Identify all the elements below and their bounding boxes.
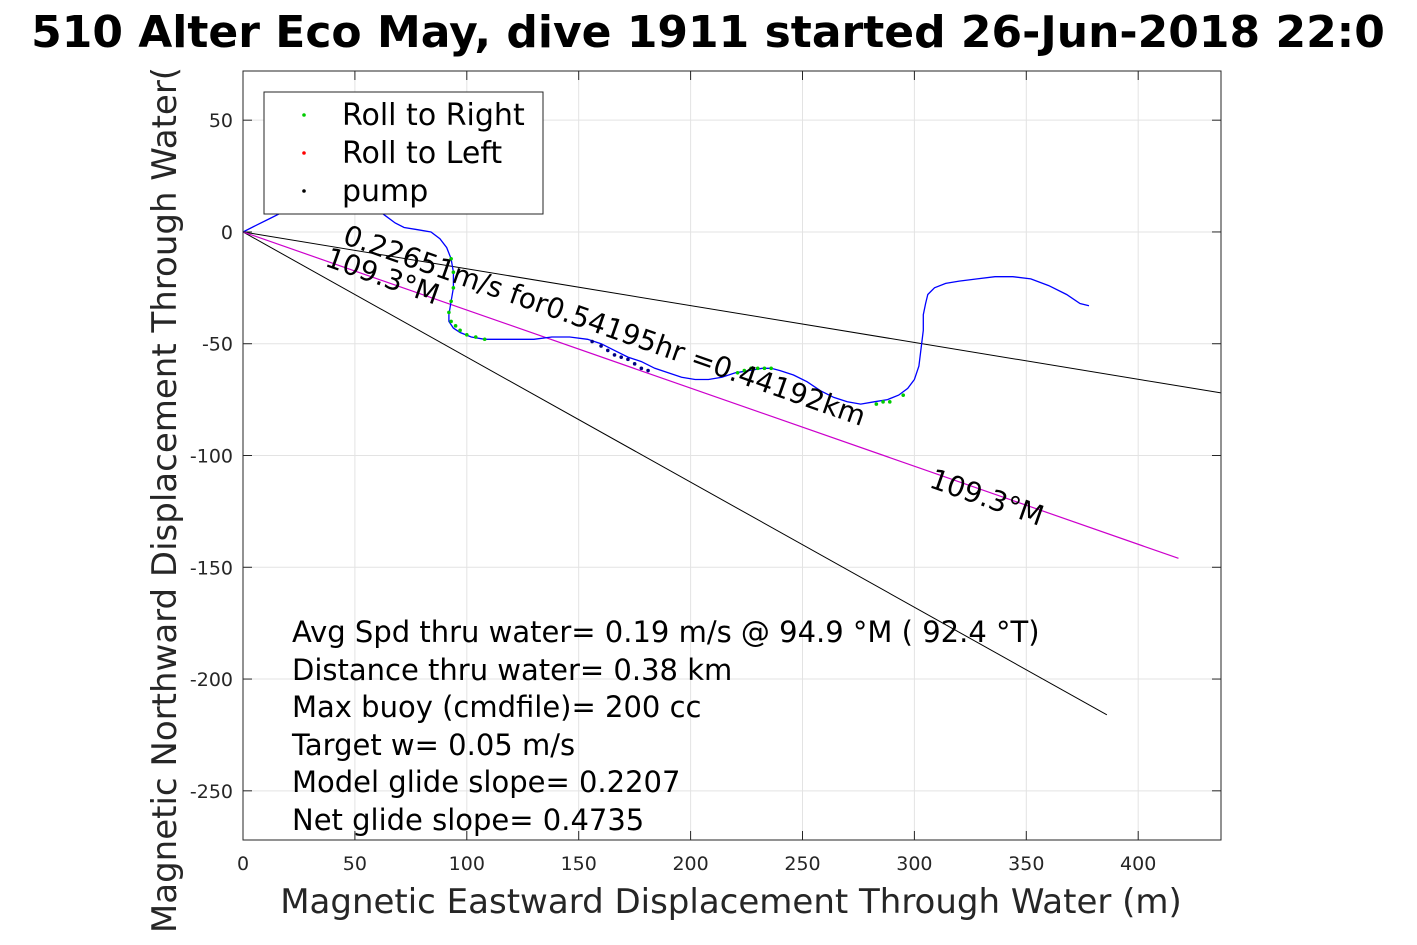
roll-right-point	[901, 393, 906, 397]
x-tick-label: 150	[561, 853, 597, 875]
reference-line-2	[243, 231, 1179, 559]
roll-right-point	[762, 366, 767, 371]
chart-title: 510 Alter Eco May, dive 1911 started 26-…	[31, 7, 1385, 58]
roll-right-point	[874, 402, 879, 406]
pump-point	[605, 348, 610, 353]
y-tick-label: 50	[209, 110, 233, 132]
y-tick-label: -200	[190, 669, 233, 691]
y-tick-label: -250	[190, 781, 233, 803]
x-axis-label: Magnetic Eastward Displacement Through W…	[280, 882, 1182, 922]
pump-point	[590, 339, 594, 344]
x-tick-label: 0	[237, 853, 249, 875]
legend-label-roll-right: Roll to Right	[342, 98, 525, 133]
x-tick-label: 100	[449, 853, 485, 875]
pump-point	[646, 368, 650, 373]
x-tick-label: 200	[672, 853, 708, 875]
roll-right-point	[735, 370, 740, 375]
roll-right-point	[769, 366, 773, 371]
roll-right-point	[464, 332, 469, 337]
stat-avg-speed: Avg Spd thru water= 0.19 m/s @ 94.9 °M (…	[292, 615, 1040, 649]
legend-marker-roll-left	[302, 151, 306, 155]
reference-lines	[243, 231, 1221, 716]
reference-line-0	[243, 231, 1221, 394]
pump-point	[612, 353, 617, 357]
legend-label-pump: pump	[342, 174, 428, 209]
stat-net-glide: Net glide slope= 0.4735	[292, 803, 644, 837]
glider-track-line	[243, 191, 1090, 405]
x-tick-label: 400	[1120, 853, 1156, 875]
roll-right-point	[449, 299, 453, 304]
axis-ticks: 0 50 100 150 200 250 300 350 400 50 0 -50 -100 -150 -2…	[190, 71, 1221, 875]
legend-label-roll-left: Roll to Left	[342, 136, 502, 171]
stat-distance: Distance thru water= 0.38 km	[292, 653, 732, 687]
roll-right-point	[473, 335, 478, 339]
y-tick-label: 0	[221, 222, 233, 244]
x-tick-label: 350	[1008, 853, 1044, 875]
stats-block: Avg Spd thru water= 0.19 m/s @ 94.9 °M (…	[291, 615, 1040, 837]
stat-max-buoy: Max buoy (cmdfile)= 200 cc	[292, 690, 701, 724]
pump-point	[599, 344, 603, 348]
roll-right-point	[449, 319, 453, 324]
x-tick-label: 300	[896, 853, 932, 875]
reference-line-1	[243, 231, 1108, 716]
roll-right-point	[447, 310, 451, 315]
roll-right-point	[742, 368, 747, 373]
roll-right-point	[755, 366, 760, 371]
y-tick-label: -100	[190, 446, 233, 468]
roll-right-point	[451, 286, 456, 290]
roll-right-point	[881, 400, 885, 404]
roll-right-point	[749, 366, 753, 371]
pump-point	[619, 355, 624, 359]
roll-right-point	[458, 328, 462, 333]
roll-right-point	[453, 324, 458, 328]
stat-target-w: Target w= 0.05 m/s	[291, 728, 575, 762]
legend: Roll to Right Roll to Left pump	[263, 91, 544, 215]
pump-point	[626, 357, 630, 362]
y-tick-label: -150	[190, 557, 233, 579]
x-tick-label: 250	[784, 853, 820, 875]
y-tick-label: -50	[202, 334, 233, 356]
roll-right-point	[451, 270, 456, 274]
roll-right-point	[887, 400, 892, 404]
x-tick-label: 50	[343, 853, 367, 875]
y-axis-label: Magnetic Northward Displacement Through …	[145, 67, 185, 933]
pump-point	[639, 366, 644, 371]
roll-right-point	[449, 256, 453, 261]
data-points	[447, 256, 906, 406]
roll-right-point	[482, 337, 487, 342]
legend-marker-roll-right	[302, 113, 306, 117]
legend-box	[263, 91, 544, 215]
stat-model-glide: Model glide slope= 0.2207	[292, 765, 680, 799]
pump-point	[632, 362, 637, 366]
legend-marker-pump	[302, 189, 306, 193]
